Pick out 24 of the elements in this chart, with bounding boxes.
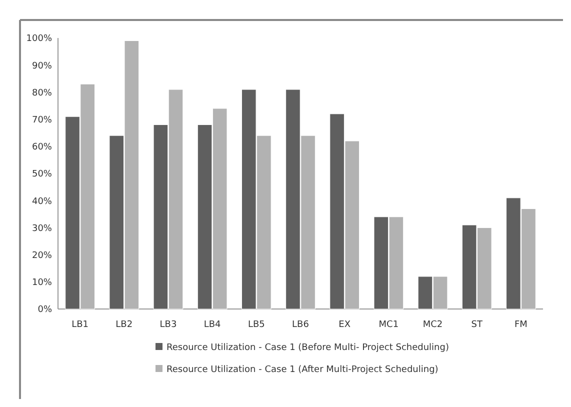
y-tick-label: 60% <box>32 142 52 153</box>
x-tick-label: ST <box>471 320 483 330</box>
x-tick-label: FM <box>514 320 528 330</box>
x-tick-label: LB6 <box>292 320 310 330</box>
y-tick-label: 0% <box>38 305 52 316</box>
y-tick-label: 20% <box>32 250 52 261</box>
y-tick-label: 10% <box>32 278 52 288</box>
y-tick-label: 90% <box>32 61 52 72</box>
y-tick-label: 40% <box>32 196 52 207</box>
x-tick-label: MC1 <box>378 320 399 330</box>
y-tick-label: 30% <box>32 224 52 234</box>
x-tick-label: LB3 <box>160 320 177 330</box>
x-tick-label: LB1 <box>72 320 89 330</box>
y-tick-label: 80% <box>32 88 52 98</box>
y-tick-label: 70% <box>32 115 52 126</box>
x-tick-label: LB4 <box>204 320 222 330</box>
y-tick-label: 50% <box>32 170 52 180</box>
legend-label: Resource Utilization - Case 1 (Before Multi- Project Scheduling) <box>166 342 449 353</box>
x-tick-label: MC2 <box>422 320 443 330</box>
x-tick-label: LB5 <box>248 320 265 330</box>
legend-label: Resource Utilization - Case 1 (After Multi-Project Scheduling) <box>166 364 438 375</box>
y-tick-label: 100% <box>26 34 52 44</box>
x-tick-label: LB2 <box>116 320 133 330</box>
x-tick-label: EX <box>338 320 351 330</box>
